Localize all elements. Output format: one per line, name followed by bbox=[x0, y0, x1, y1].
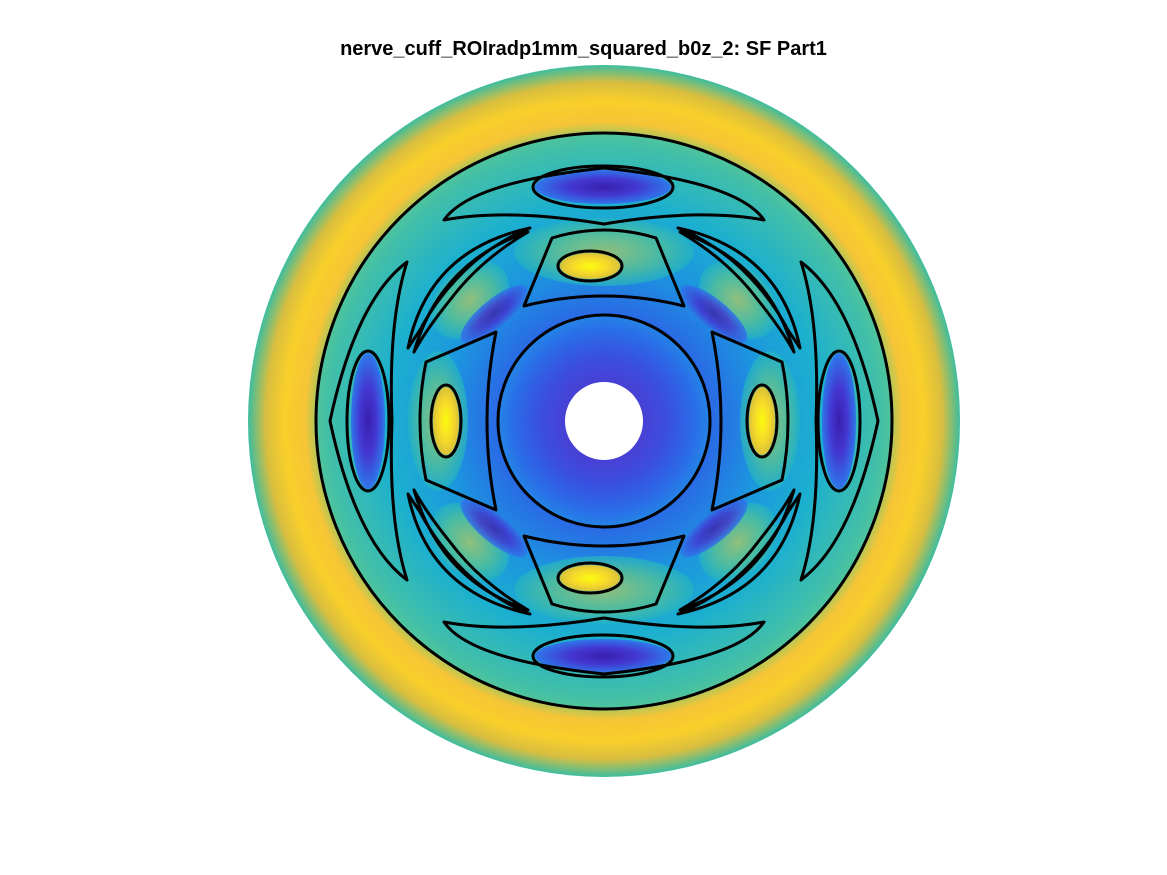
contour-bottom-trapezoid bbox=[522, 534, 686, 614]
lobe-left-blue bbox=[351, 353, 385, 489]
contour-right-trapezoid bbox=[710, 330, 790, 512]
mid-blue-lobes bbox=[351, 170, 856, 673]
contour-arc-tl bbox=[412, 230, 530, 354]
contour-bottom-banner bbox=[442, 616, 766, 676]
chart-title: nerve_cuff_ROIradp1mm_squared_b0z_2: SF … bbox=[340, 38, 827, 60]
contour-right-banner bbox=[799, 260, 880, 582]
lobe-right-blue bbox=[822, 353, 856, 489]
contour-top-banner bbox=[442, 166, 766, 226]
lobe-top-blue bbox=[535, 170, 671, 204]
contour-lines bbox=[314, 131, 894, 711]
contour-arc-tr bbox=[678, 230, 796, 354]
contour-arc-bl bbox=[412, 488, 530, 612]
contour-band-bl bbox=[406, 492, 532, 616]
contour-left-trapezoid bbox=[418, 330, 498, 512]
contour-band-br bbox=[676, 492, 802, 616]
diagonal-blue-lobes bbox=[460, 284, 748, 558]
lobe-right-yellow bbox=[749, 387, 775, 455]
contour-inner-circle bbox=[496, 313, 712, 529]
contour-outer-circle bbox=[314, 131, 894, 711]
contour-left-banner bbox=[328, 260, 409, 582]
lobe-bottom-yellow bbox=[560, 565, 620, 591]
contour-arc-br bbox=[678, 488, 796, 612]
inner-yellow-lobes bbox=[433, 253, 775, 591]
contour-band-tr bbox=[676, 226, 802, 350]
center-hole bbox=[565, 382, 643, 460]
lobe-left-yellow bbox=[433, 387, 459, 455]
contour-band-tl bbox=[406, 226, 532, 350]
contour-top-trapezoid bbox=[522, 228, 686, 308]
lobe-top-yellow bbox=[560, 253, 620, 279]
lobe-bottom-blue bbox=[535, 639, 671, 673]
